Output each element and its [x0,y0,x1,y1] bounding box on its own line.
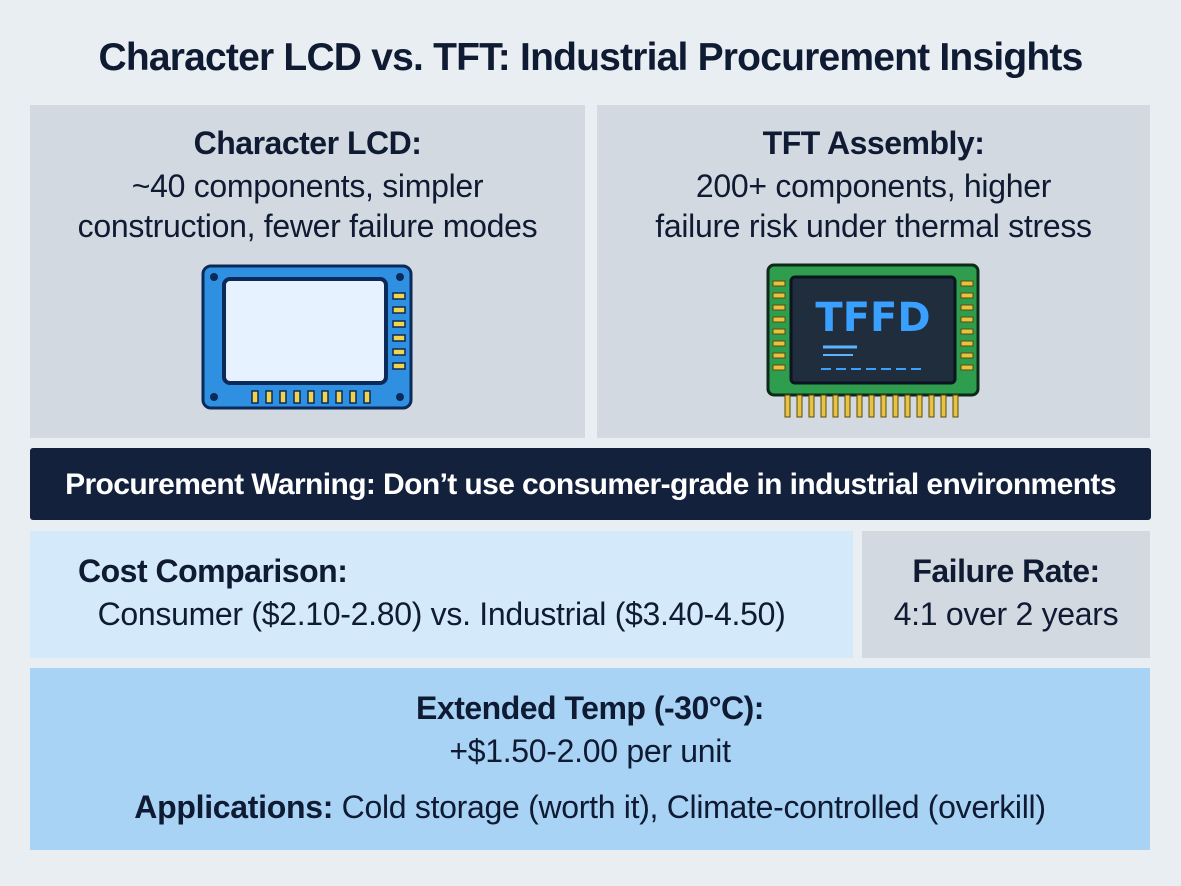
cost-box: Cost Comparison: Consumer ($2.10-2.80) v… [30,531,853,658]
failure-box: Failure Rate: 4:1 over 2 years [862,531,1150,658]
panel: TFT Assembly: 200+ components, higher fa… [597,105,1150,438]
temp-box: Extended Temp (-30°C): +$1.50-2.00 per u… [30,668,1150,850]
panel-text: ~40 components, simpler [131,168,484,204]
panel-text: failure risk under thermal stress [655,208,1092,244]
panel-text: 200+ components, higher [695,168,1052,204]
lcd-icon [201,264,413,410]
panel-heading: TFT Assembly: [762,125,985,161]
icon-label: TFFD [815,295,930,341]
panel: Character LCD: ~40 components, simpler c… [30,105,585,438]
failure-text: 4:1 over 2 years [893,596,1119,632]
warning-bar: Procurement Warning: Don’t use consumer-… [30,448,1151,520]
tft-icon: TFFD [766,263,980,418]
temp-text: +$1.50-2.00 per unit [449,733,731,769]
applications-line: Applications: Cold storage (worth it), C… [30,789,1150,826]
panel-text: construction, fewer failure modes [77,208,538,244]
warning-text: Procurement Warning: Don’t use consumer-… [65,468,1116,501]
panel-heading: Character LCD: [193,125,422,161]
cost-text: Consumer ($2.10-2.80) vs. Industrial ($3… [97,596,786,632]
applications-label: Applications: [134,789,334,825]
applications-text: Cold storage (worth it), Climate-control… [341,789,1046,825]
cost-heading: Cost Comparison: [78,553,348,589]
failure-heading: Failure Rate: [912,553,1100,589]
title: Character LCD vs. TFT: Industrial Procur… [98,36,1084,79]
temp-heading: Extended Temp (-30°C): [416,690,764,726]
